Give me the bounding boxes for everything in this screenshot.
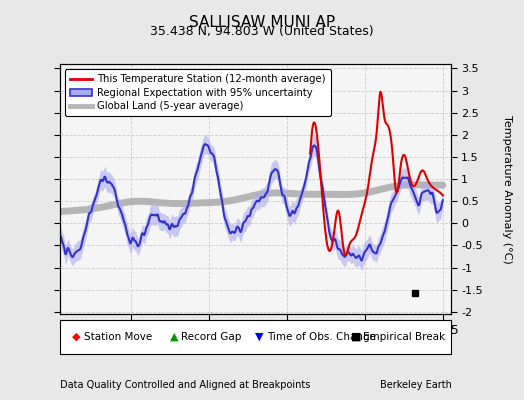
Text: 35.438 N, 94.803 W (United States): 35.438 N, 94.803 W (United States) <box>150 25 374 38</box>
Text: Station Move: Station Move <box>84 332 152 342</box>
Text: Berkeley Earth: Berkeley Earth <box>380 380 452 390</box>
Text: ▲: ▲ <box>170 332 178 342</box>
Text: Empirical Break: Empirical Break <box>363 332 445 342</box>
Text: ▼: ▼ <box>255 332 264 342</box>
Legend: This Temperature Station (12-month average), Regional Expectation with 95% uncer: This Temperature Station (12-month avera… <box>66 69 331 116</box>
Text: Data Quality Controlled and Aligned at Breakpoints: Data Quality Controlled and Aligned at B… <box>60 380 311 390</box>
Text: SALLISAW MUNI AP: SALLISAW MUNI AP <box>189 15 335 30</box>
Text: ■: ■ <box>351 332 362 342</box>
Y-axis label: Temperature Anomaly (°C): Temperature Anomaly (°C) <box>502 115 512 263</box>
Text: Time of Obs. Change: Time of Obs. Change <box>267 332 376 342</box>
Text: ◆: ◆ <box>72 332 81 342</box>
Text: Record Gap: Record Gap <box>181 332 242 342</box>
